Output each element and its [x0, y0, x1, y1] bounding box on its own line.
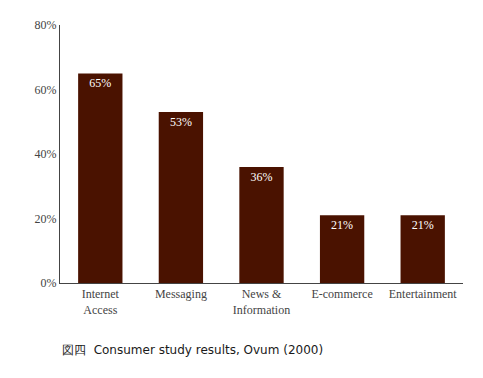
svg-text:80%: 80% [35, 18, 57, 32]
svg-text:60%: 60% [35, 83, 57, 97]
svg-text:InternetAccess: InternetAccess [82, 287, 120, 317]
svg-text:65%: 65% [89, 76, 111, 90]
svg-text:21%: 21% [331, 218, 353, 232]
svg-text:40%: 40% [35, 147, 57, 161]
svg-text:36%: 36% [251, 170, 273, 184]
svg-text:図四 Consumer study results, Ov: 図四 Consumer study results, Ovum (2000) [62, 343, 323, 357]
svg-text:Entertainment: Entertainment [389, 287, 458, 301]
svg-text:E-commerce: E-commerce [311, 287, 372, 301]
svg-text:0%: 0% [41, 276, 57, 290]
svg-text:53%: 53% [170, 115, 192, 129]
svg-text:News &Information: News &Information [233, 287, 290, 317]
svg-text:Messaging: Messaging [155, 287, 207, 301]
svg-text:21%: 21% [412, 218, 434, 232]
svg-text:20%: 20% [35, 212, 57, 226]
